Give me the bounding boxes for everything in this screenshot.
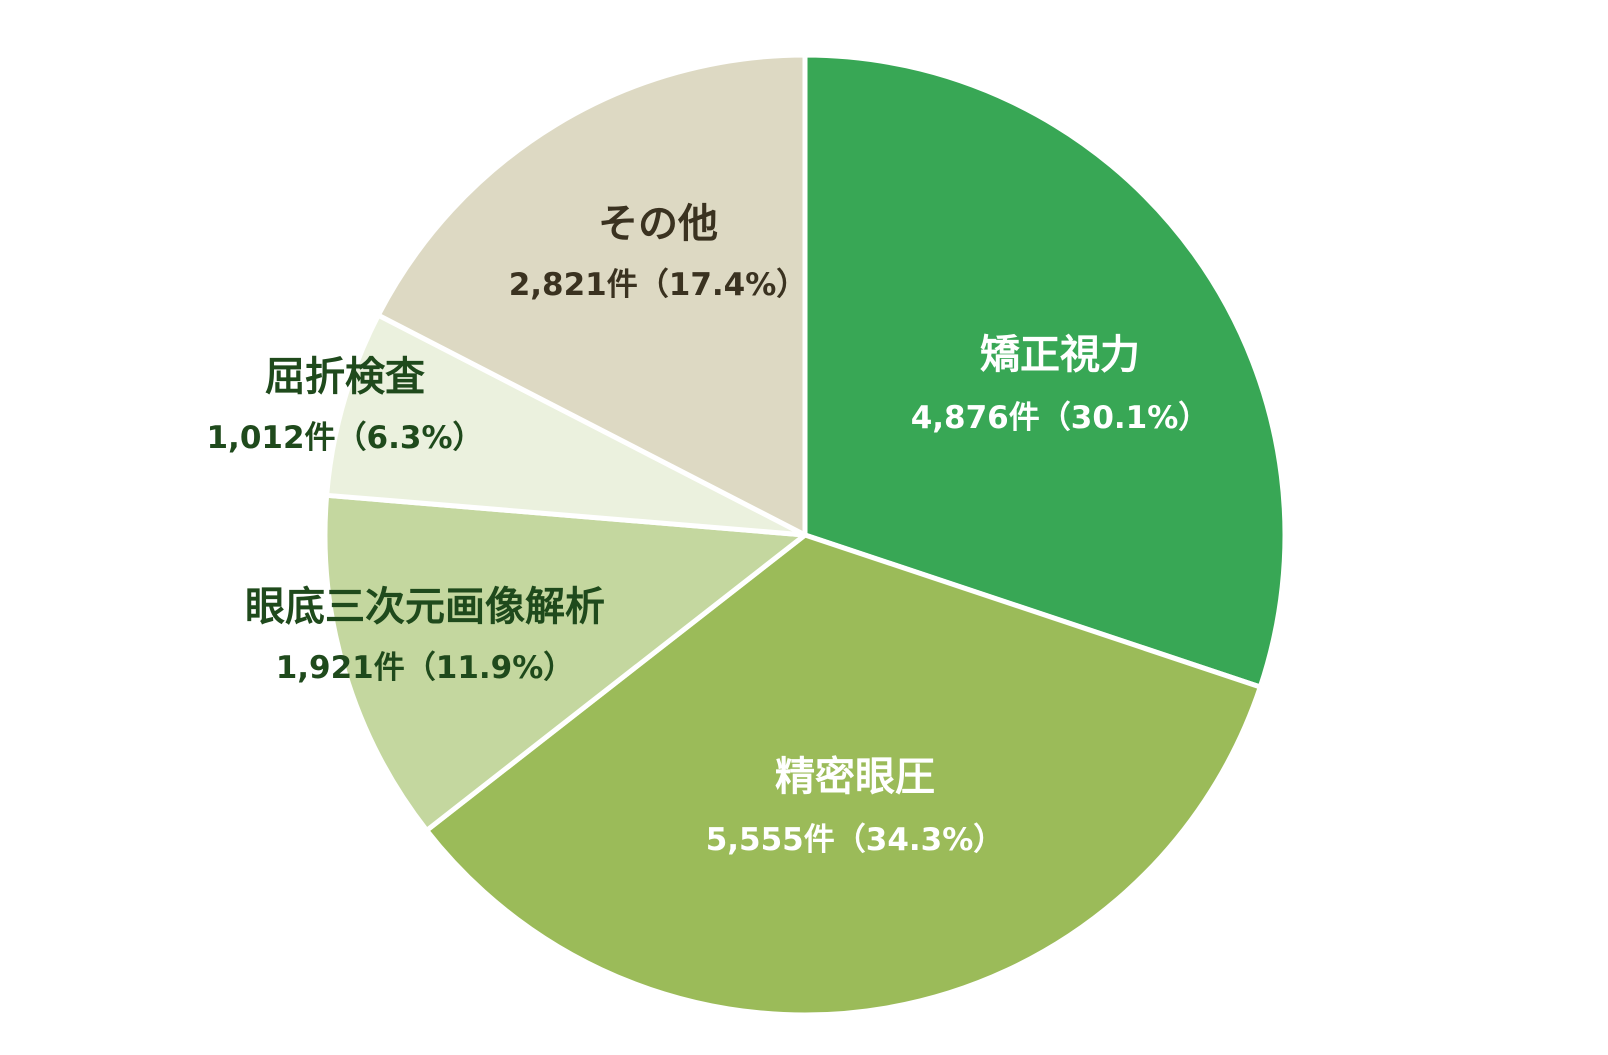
slice-label-2: 眼底三次元画像解析: [245, 584, 605, 630]
slice-label-4: その他: [598, 201, 718, 247]
slice-label-3: 屈折検査: [265, 354, 425, 400]
pie-labels: 矯正視力 4,876件（30.1%） 精密眼圧 5,555件（34.3%） 眼底三次元画…: [206, 201, 1209, 858]
pie-slice-1: [424, 532, 1263, 1018]
slice-value-label-1: 5,555件（34.3%）: [706, 822, 1005, 858]
slice-value-label-4: 2,821件（17.4%）: [509, 267, 808, 303]
slice-value-label-3: 1,012件（6.3%）: [206, 420, 483, 456]
slice-value-label-2: 1,921件（11.9%）: [276, 650, 575, 686]
pie-slice-4: [375, 52, 808, 538]
pie-slice-3: [324, 312, 808, 538]
slice-value-label-0: 4,876件（30.1%）: [911, 400, 1210, 436]
pie-slice-0: [802, 52, 1288, 690]
slice-label-0: 矯正視力: [980, 332, 1140, 378]
pie-slice-2: [322, 492, 808, 833]
slice-label-1: 精密眼圧: [775, 754, 935, 800]
pie-slices: [322, 52, 1288, 1018]
